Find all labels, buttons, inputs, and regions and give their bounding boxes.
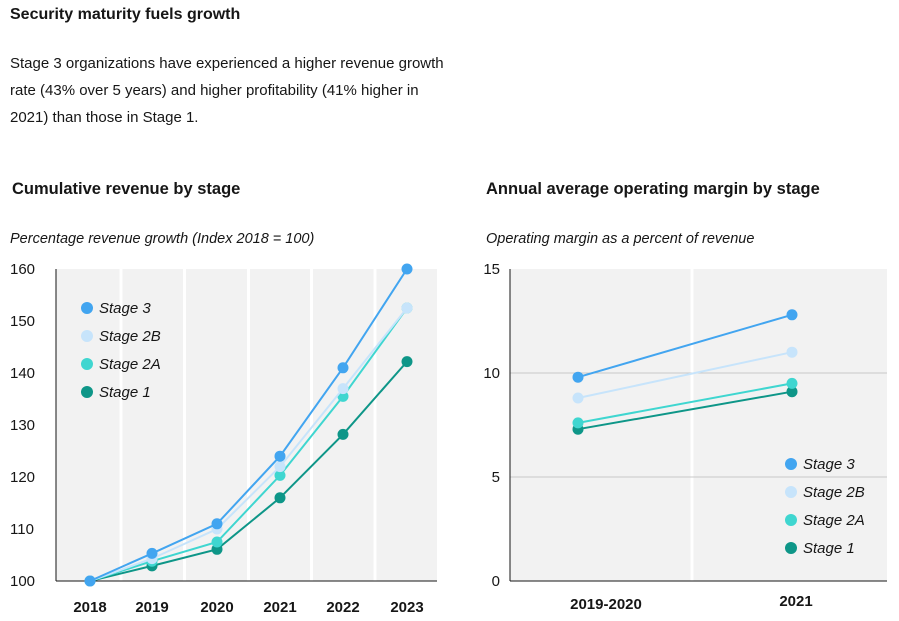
series-line bbox=[89, 307, 408, 582]
legend-label: Stage 3 bbox=[99, 300, 151, 317]
data-point bbox=[786, 346, 798, 358]
data-point bbox=[401, 263, 413, 275]
data-point bbox=[274, 450, 286, 462]
legend-label: Stage 1 bbox=[99, 384, 151, 401]
data-point bbox=[572, 392, 584, 404]
series-line bbox=[577, 313, 793, 379]
x-tick-label: 2020 bbox=[200, 599, 233, 616]
data-point bbox=[211, 536, 223, 548]
data-point bbox=[572, 417, 584, 429]
data-point bbox=[211, 518, 223, 530]
data-point bbox=[401, 356, 413, 368]
legend-marker bbox=[81, 358, 93, 370]
y-tick-label: 160 bbox=[10, 261, 35, 278]
data-point bbox=[274, 461, 286, 473]
legend-marker bbox=[785, 458, 797, 470]
legend-marker bbox=[785, 542, 797, 554]
chart-title-operating-margin: Annual average operating margin by stage bbox=[486, 180, 820, 198]
page-title: Security maturity fuels growth bbox=[10, 6, 241, 23]
data-point bbox=[337, 390, 349, 402]
legend-label: Stage 2B bbox=[803, 484, 865, 501]
data-point bbox=[572, 371, 584, 383]
legend-marker bbox=[81, 330, 93, 342]
chart-title-cumulative-revenue: Cumulative revenue by stage bbox=[12, 180, 241, 198]
y-tick-label: 130 bbox=[10, 417, 35, 434]
x-tick-label: 2023 bbox=[390, 599, 423, 616]
x-tick-label: 2021 bbox=[263, 599, 296, 616]
data-point bbox=[274, 492, 286, 504]
data-point bbox=[84, 575, 96, 587]
y-tick-label: 10 bbox=[483, 365, 500, 382]
x-tick-label: 2018 bbox=[73, 599, 106, 616]
series-line bbox=[577, 382, 793, 424]
data-point bbox=[786, 386, 798, 398]
chart-subtitle-operating-margin: Operating margin as a percent of revenue bbox=[486, 231, 755, 247]
y-tick-label: 100 bbox=[10, 573, 35, 590]
plot-area-operating-margin bbox=[510, 269, 887, 581]
legend-marker bbox=[81, 302, 93, 314]
y-tick-label: 120 bbox=[10, 469, 35, 486]
legend-marker bbox=[785, 514, 797, 526]
page-description: Stage 3 organizations have experienced a… bbox=[10, 55, 444, 126]
legend-label: Stage 3 bbox=[803, 456, 855, 473]
legend-label: Stage 1 bbox=[803, 540, 855, 557]
y-tick-label: 0 bbox=[492, 573, 500, 590]
series-line bbox=[577, 390, 793, 431]
x-tick-label: 2019-2020 bbox=[570, 596, 642, 613]
data-point bbox=[146, 547, 158, 559]
data-point bbox=[337, 362, 349, 374]
series-line bbox=[89, 360, 408, 582]
y-tick-label: 140 bbox=[10, 365, 35, 382]
y-tick-label: 110 bbox=[10, 521, 34, 538]
data-point bbox=[401, 302, 413, 314]
x-tick-label: 2021 bbox=[779, 593, 812, 610]
series-line bbox=[89, 268, 408, 582]
series-line bbox=[89, 307, 408, 582]
data-point bbox=[786, 377, 798, 389]
x-tick-label: 2022 bbox=[326, 599, 359, 616]
y-tick-label: 15 bbox=[483, 261, 500, 278]
y-tick-label: 150 bbox=[10, 313, 35, 330]
y-tick-label: 5 bbox=[492, 469, 500, 486]
legend-label: Stage 2B bbox=[99, 328, 161, 345]
legend-label: Stage 2A bbox=[99, 356, 161, 373]
data-point bbox=[337, 383, 349, 395]
legend-marker bbox=[785, 486, 797, 498]
chart-subtitle-cumulative-revenue: Percentage revenue growth (Index 2018 = … bbox=[10, 231, 315, 247]
legend-marker bbox=[81, 386, 93, 398]
x-tick-label: 2019 bbox=[135, 599, 168, 616]
legend-label: Stage 2A bbox=[803, 512, 865, 529]
series-line bbox=[577, 351, 793, 399]
data-point bbox=[274, 469, 286, 481]
data-point bbox=[786, 309, 798, 321]
data-point bbox=[337, 428, 349, 440]
